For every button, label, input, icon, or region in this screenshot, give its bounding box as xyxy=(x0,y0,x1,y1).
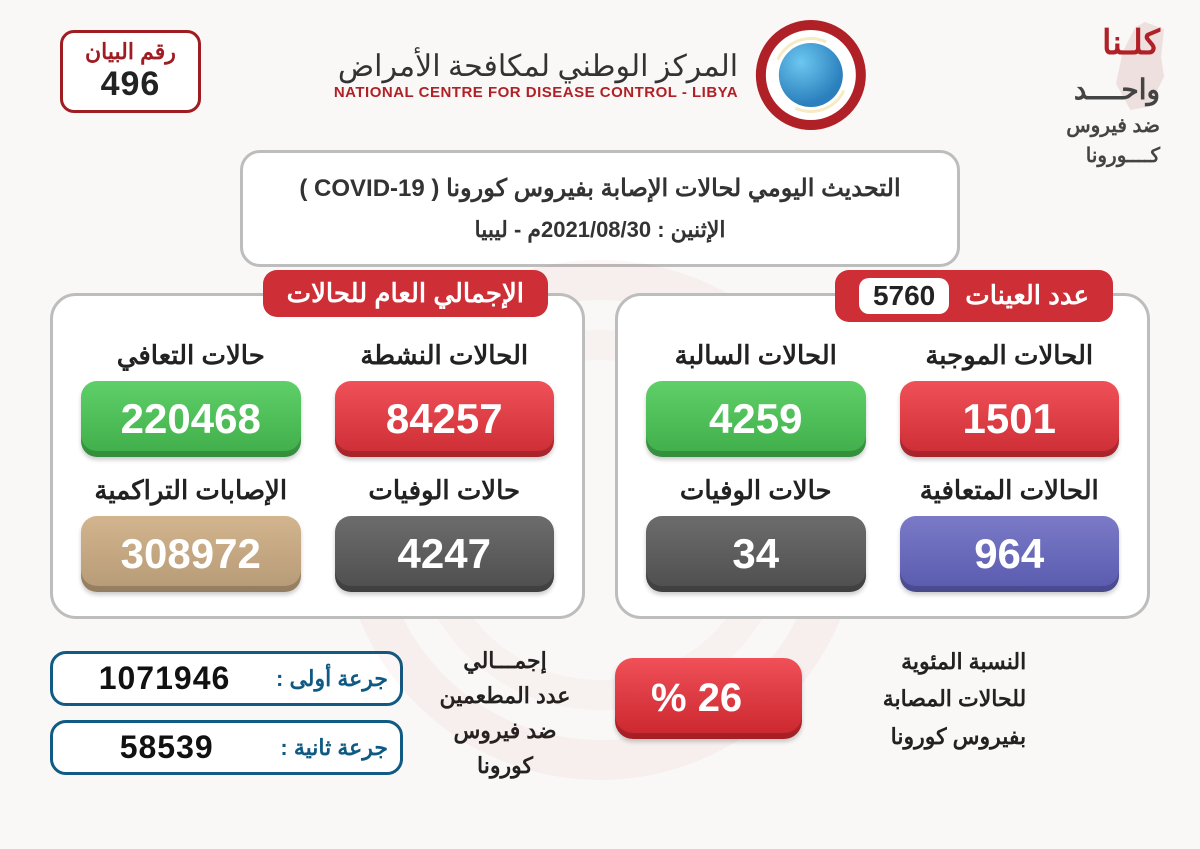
stat-label: حالات الوفيات xyxy=(646,475,866,506)
stat-value: 1501 xyxy=(900,381,1120,457)
slogan-line1: كلـنا xyxy=(1066,18,1160,69)
dose2-label: جرعة ثانية : xyxy=(280,735,388,761)
stat-label: الحالات النشطة xyxy=(335,340,555,371)
slogan-line4: كــــورونا xyxy=(1066,141,1160,171)
header: رقم البيان 496 المركز الوطني لمكافحة الأ… xyxy=(0,0,1200,150)
logo-crescent-icon xyxy=(756,20,866,130)
stat-active: الحالات النشطة 84257 xyxy=(335,340,555,457)
org-name-en: NATIONAL CENTRE FOR DISEASE CONTROL - LI… xyxy=(334,84,738,101)
percentage-block: النسبة المئوية للحالات المصابة بفيروس كو… xyxy=(615,643,1150,755)
bulletin-badge: رقم البيان 496 xyxy=(60,30,201,113)
vaccination-block: إجمـــالي عدد المطعمين ضد فيروس كورونا ج… xyxy=(50,643,585,784)
panel-samples-title: عدد العينات xyxy=(965,280,1089,311)
panel-totals-title: الإجمالي العام للحالات xyxy=(287,278,524,309)
globe-icon xyxy=(779,43,843,107)
percentage-label: النسبة المئوية للحالات المصابة بفيروس كو… xyxy=(826,643,1026,755)
stat-value: 964 xyxy=(900,516,1120,592)
stat-negative: الحالات السالبة 4259 xyxy=(646,340,866,457)
dose1-value: 1071946 xyxy=(65,660,264,697)
stat-deaths-total: حالات الوفيات 4247 xyxy=(335,475,555,592)
samples-count-chip: 5760 xyxy=(859,278,949,314)
panel-totals-header: الإجمالي العام للحالات xyxy=(263,270,548,317)
org-name-ar: المركز الوطني لمكافحة الأمراض xyxy=(334,49,738,84)
stat-value: 84257 xyxy=(335,381,555,457)
panels-row: عدد العينات 5760 الحالات الموجبة 1501 ال… xyxy=(0,267,1200,619)
stat-label: حالات الوفيات xyxy=(335,475,555,506)
dose2-row: جرعة ثانية : 58539 xyxy=(50,720,403,775)
stat-value: 34 xyxy=(646,516,866,592)
panel-samples-header: عدد العينات 5760 xyxy=(835,270,1113,322)
stat-label: حالات التعافي xyxy=(81,340,301,371)
vaccination-label: إجمـــالي عدد المطعمين ضد فيروس كورونا xyxy=(425,643,585,784)
subtitle-box: التحديث اليومي لحالات الإصابة بفيروس كور… xyxy=(240,150,960,267)
panel-samples: عدد العينات 5760 الحالات الموجبة 1501 ال… xyxy=(615,293,1150,619)
percentage-value: 26 % xyxy=(615,658,802,739)
slogan-line3: ضد فيروس xyxy=(1066,111,1160,141)
stat-label: الحالات المتعافية xyxy=(900,475,1120,506)
slogan-line2: واحــــد xyxy=(1074,74,1160,105)
org-logo-block: المركز الوطني لمكافحة الأمراض NATIONAL C… xyxy=(334,20,866,130)
stat-value: 4247 xyxy=(335,516,555,592)
footer-row: النسبة المئوية للحالات المصابة بفيروس كو… xyxy=(0,619,1200,784)
stat-label: الحالات الموجبة xyxy=(900,340,1120,371)
slogan: كلـنا واحــــد ضد فيروس كــــورونا xyxy=(1066,18,1160,171)
dose2-value: 58539 xyxy=(65,729,268,766)
panel-totals: الإجمالي العام للحالات الحالات النشطة 84… xyxy=(50,293,585,619)
stat-positive: الحالات الموجبة 1501 xyxy=(900,340,1120,457)
stat-label: الإصابات التراكمية xyxy=(81,475,301,506)
stat-deaths-today: حالات الوفيات 34 xyxy=(646,475,866,592)
subtitle-line1: التحديث اليومي لحالات الإصابة بفيروس كور… xyxy=(263,167,937,210)
stat-value: 4259 xyxy=(646,381,866,457)
stat-recovered-total: حالات التعافي 220468 xyxy=(81,340,301,457)
bulletin-label: رقم البيان xyxy=(85,39,176,65)
stat-cumulative: الإصابات التراكمية 308972 xyxy=(81,475,301,592)
stat-recovered-today: الحالات المتعافية 964 xyxy=(900,475,1120,592)
dose1-row: جرعة أولى : 1071946 xyxy=(50,651,403,706)
stat-label: الحالات السالبة xyxy=(646,340,866,371)
dose1-label: جرعة أولى : xyxy=(276,666,388,692)
stat-value: 308972 xyxy=(81,516,301,592)
org-title: المركز الوطني لمكافحة الأمراض NATIONAL C… xyxy=(334,49,738,101)
stat-value: 220468 xyxy=(81,381,301,457)
bulletin-number: 496 xyxy=(85,65,176,104)
subtitle-line2: الإثنين : 2021/08/30م - ليبيا xyxy=(263,210,937,250)
